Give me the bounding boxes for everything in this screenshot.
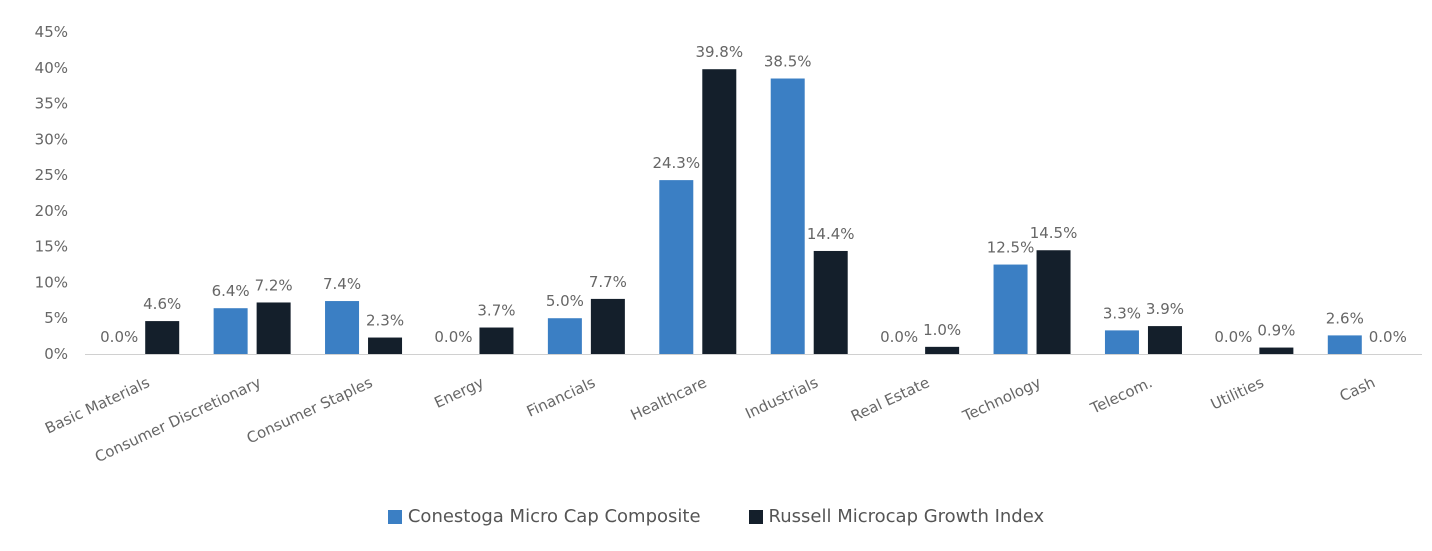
y-tick-label: 35% [35,95,68,113]
category-label: Energy [431,373,486,412]
bar-series-1 [659,180,694,354]
category-label: Basic Materials [42,373,152,437]
legend-swatch-series-2 [748,509,763,524]
bar-series-2 [368,337,403,354]
data-label-series-2: 7.7% [589,273,627,291]
legend-label-series-1: Conestoga Micro Cap Composite [407,506,701,527]
y-tick-label: 40% [35,59,68,77]
bar-chart-svg: 0% 5% 10% 15% 20% 25% 30% 35% 40% 45% 0.0% 4.6% Basi… [35,23,1422,466]
bar-series-1 [213,308,248,354]
data-label-series-2: 0.9% [1257,322,1295,340]
legend-swatch-series-1 [387,509,402,524]
bar-series-1 [325,301,360,354]
data-label-series-1: 38.5% [764,53,812,71]
data-label-series-1: 0.0% [100,328,138,346]
bar-series-1 [1104,330,1139,354]
data-label-series-2: 0.0% [1369,328,1407,346]
y-tick-label: 45% [35,23,68,41]
legend-item-series-2: Russell Microcap Growth Index [748,506,1045,527]
y-tick-label: 25% [35,166,68,184]
data-label-series-1: 6.4% [212,282,250,300]
bar-series-2 [1147,326,1182,354]
data-label-series-2: 7.2% [255,276,293,294]
data-label-series-1: 7.4% [323,275,361,293]
y-tick-label: 15% [35,238,68,256]
data-label-series-2: 2.3% [366,312,404,330]
y-tick-label: 20% [35,202,68,220]
category-label: Consumer Staples [244,373,376,447]
data-label-series-1: 5.0% [546,292,584,310]
category-label: Telecom. [1087,373,1155,418]
category-label: Healthcare [628,373,710,424]
data-label-series-1: 3.3% [1103,304,1141,322]
data-label-series-1: 0.0% [434,328,472,346]
data-label-series-2: 3.7% [477,302,515,320]
bar-series-1 [1327,335,1362,354]
category-label: Real Estate [848,373,932,425]
data-label-series-2: 3.9% [1146,300,1184,318]
y-tick-label: 0% [44,345,68,363]
y-tick-label: 30% [35,130,68,148]
bar-series-2 [1036,250,1071,354]
data-label-series-1: 0.0% [880,328,918,346]
category-label: Cash [1337,373,1378,405]
category-label: Financials [524,373,598,420]
bar-series-2 [256,302,291,354]
bar-series-2 [702,69,737,354]
bar-series-2 [925,346,960,354]
bar-series-1 [770,78,805,354]
legend-item-series-1: Conestoga Micro Cap Composite [387,506,701,527]
data-label-series-1: 0.0% [1214,328,1252,346]
data-label-series-2: 14.5% [1030,224,1078,242]
data-label-series-2: 14.4% [807,225,855,243]
bar-series-2 [813,250,848,354]
data-label-series-2: 4.6% [143,295,181,313]
data-label-series-1: 12.5% [987,239,1035,257]
bar-series-2 [590,298,625,354]
category-label: Utilities [1208,373,1267,413]
y-tick-label: 5% [44,309,68,327]
data-label-series-2: 39.8% [695,43,743,61]
legend: Conestoga Micro Cap Composite Russell Mi… [0,506,1432,527]
legend-label-series-2: Russell Microcap Growth Index [768,506,1045,527]
bar-series-2 [479,327,514,354]
data-label-series-1: 2.6% [1326,309,1364,327]
data-label-series-1: 24.3% [652,154,700,172]
data-label-series-2: 1.0% [923,321,961,339]
bar-series-1 [993,264,1028,354]
category-label: Technology [959,373,1044,425]
y-tick-label: 10% [35,273,68,291]
bar-series-2 [1259,347,1294,354]
bar-series-2 [145,321,180,354]
category-label: Industrials [742,373,821,422]
bar-series-1 [547,318,582,354]
